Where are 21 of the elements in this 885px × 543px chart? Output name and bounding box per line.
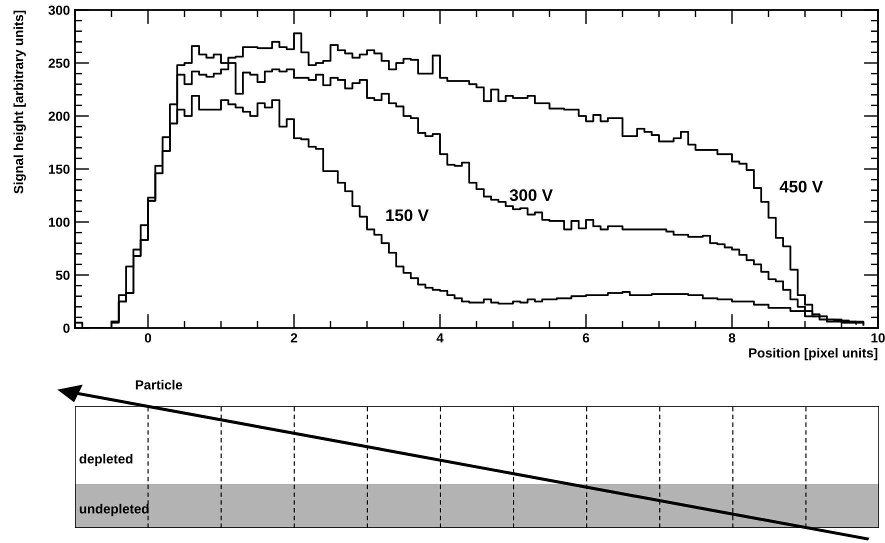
x-tick-label: 2 <box>290 333 298 342</box>
y-tick-label: 50 <box>56 270 70 280</box>
y-tick-label: 100 <box>48 218 70 227</box>
text: undepleted <box>80 504 149 516</box>
x-axis-title: Position [pixel units] <box>749 348 878 360</box>
y-tick-label: 200 <box>48 112 70 121</box>
y-tick-label: 250 <box>48 58 70 68</box>
x-tick-label: 4 <box>436 333 444 342</box>
x-tick-label: 10 <box>871 333 885 343</box>
x-tick-label: 0 <box>144 333 152 343</box>
series-label: 300 V <box>510 189 553 202</box>
x-tick-label: 6 <box>582 333 590 343</box>
y-tick-label: 0 <box>63 324 70 333</box>
y-tick-label: 300 <box>48 6 70 15</box>
series-label: 450 V <box>780 180 823 193</box>
series-label: 150 V <box>386 209 429 222</box>
y-tick-label: 150 <box>48 164 70 174</box>
y-axis-title: Signal height [arbitrary units] <box>14 10 26 194</box>
text: Particle <box>136 380 182 390</box>
x-tick-label: 8 <box>728 333 736 343</box>
text: depleted <box>80 454 132 466</box>
